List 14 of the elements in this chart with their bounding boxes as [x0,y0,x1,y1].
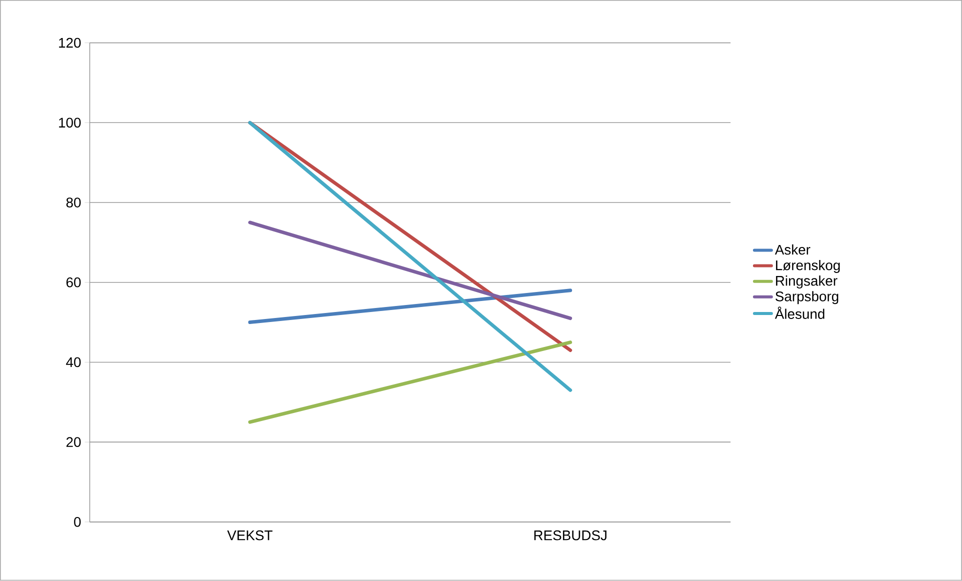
x-tick-label: VEKST [227,530,272,540]
y-tick-label: 20 [66,437,81,448]
legend-label: Asker [774,244,810,255]
y-tick-label: 0 [74,517,81,527]
legend-label: Lørenskog [776,260,840,274]
y-tick-label: 60 [66,278,81,288]
legend-label: Ålesund [774,306,824,320]
legend-label: Sarpsborg [776,291,838,304]
y-tick-label: 100 [59,118,81,128]
y-tick-label: 80 [66,198,81,208]
y-tick-label: 120 [59,38,81,48]
y-tick-label: 40 [66,357,81,368]
x-tick-label: RESBUDSJ [534,530,606,540]
legend-label: Ringsaker [776,276,838,289]
